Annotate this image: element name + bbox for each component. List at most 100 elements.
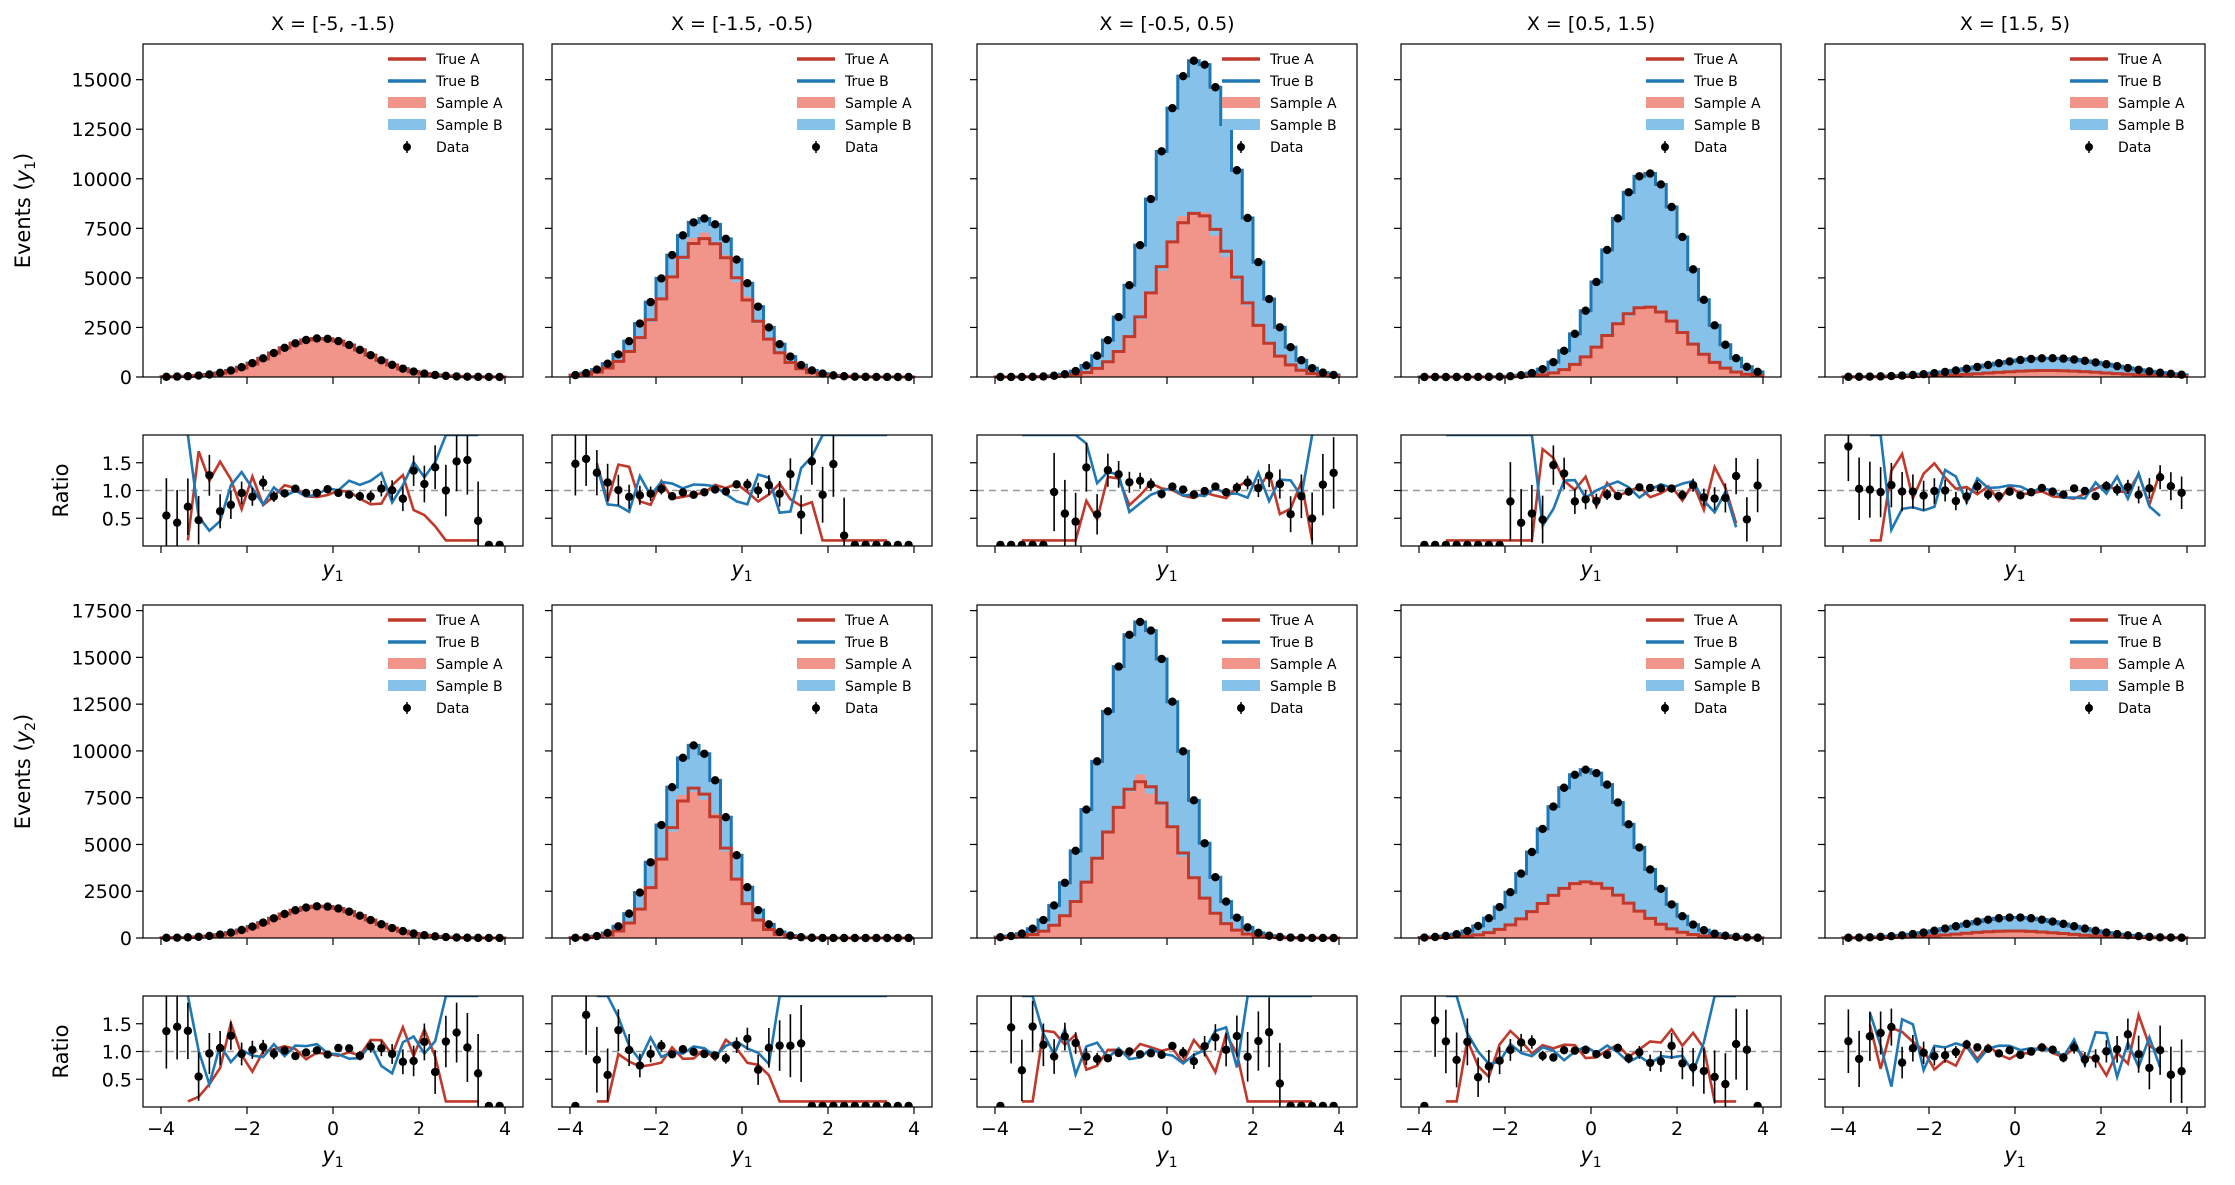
ratio-data-point [248, 492, 257, 501]
ratio-panel-r2-c3: −4 −2 0 2 4 y1 [970, 995, 1358, 1171]
data-point [1983, 915, 1993, 924]
legend-label: Data [1694, 140, 1727, 156]
ratio-data-point [1114, 470, 1123, 479]
ratio-data-point [1559, 1045, 1569, 1055]
data-point [2112, 361, 2122, 371]
data-point [1221, 897, 1231, 906]
xlabel: y1 [730, 1143, 752, 1171]
data-point [1114, 312, 1123, 322]
ratio-data-point [366, 1042, 375, 1051]
ratio-data-point [1951, 496, 1961, 506]
ratio-data-point [1200, 1041, 1209, 1051]
ratio-data-point [334, 1043, 343, 1053]
ratio-data-point [258, 478, 268, 487]
data-point [2005, 357, 2014, 366]
ratio-ylabel-row-1: Ratio [49, 464, 73, 518]
ratio-xtick-label: 4 [2181, 1118, 2193, 1140]
ratio-data-point [996, 1101, 1005, 1107]
ratio-data-point [1420, 1101, 1429, 1107]
ratio-data-point [1538, 1051, 1547, 1060]
data-point [387, 360, 397, 370]
data-point [258, 918, 268, 927]
data-point [301, 903, 311, 912]
ratio-data-point [1940, 486, 1950, 495]
ratio-data-point [721, 487, 731, 496]
ratio-data-point [1559, 469, 1569, 478]
ratio-data-point [473, 1069, 483, 1078]
ratio-ytick-label: 1.0 [102, 481, 132, 503]
data-point [377, 356, 386, 365]
ratio-data-point [1538, 515, 1547, 524]
ratio-xtick-label: 2 [822, 1118, 834, 1140]
ratio-data-point [872, 1101, 881, 1107]
sample-a-fill [995, 212, 1339, 377]
data-point [1667, 900, 1676, 909]
ratio-data-point [818, 490, 827, 499]
data-point [1678, 912, 1687, 921]
legend-label: Data [1694, 701, 1727, 717]
ratio-data-point [850, 540, 860, 546]
ratio-data-point [430, 463, 440, 472]
data-point [2091, 358, 2100, 367]
ratio-data-point [2145, 1063, 2154, 1073]
ratio-data-point [732, 1040, 741, 1050]
ratio-data-point [205, 1049, 214, 1058]
ratio-data-point [2112, 1045, 2122, 1054]
ratio-data-point [753, 1065, 763, 1074]
data-point [1463, 926, 1472, 936]
data-point [1189, 796, 1199, 805]
ratio-data-point [807, 457, 817, 466]
data-point [1516, 869, 1526, 878]
data-point [269, 914, 279, 923]
data-point [667, 250, 677, 260]
legend-label: Sample B [1270, 118, 1337, 134]
ratio-data-point [2091, 491, 2100, 501]
ratio-data-point [1017, 1066, 1027, 1075]
data-point [1103, 335, 1113, 345]
ratio-data-point [1189, 490, 1199, 499]
panel-r1-c3: X = [-0.5, 0.5) True A True B Sample A Sampl… [970, 13, 1358, 384]
ratio-data-point [1092, 1054, 1102, 1064]
data-point [1940, 924, 1950, 933]
ytick-label: 7500 [84, 788, 132, 810]
ratio-line-b [596, 996, 888, 1067]
data-point [205, 931, 214, 941]
data-point [1516, 371, 1526, 380]
data-point [1168, 103, 1177, 113]
sample-b-fill [995, 621, 1339, 938]
ratio-data-point [1028, 1022, 1037, 1031]
ratio-data-point [1645, 483, 1655, 493]
data-point [1908, 370, 1918, 380]
data-point [829, 371, 838, 380]
data-point [2091, 926, 2100, 935]
ratio-data-point [850, 1101, 860, 1107]
data-point [743, 883, 752, 892]
data-point [1581, 306, 1590, 315]
xlabel: y1 [1579, 557, 1601, 585]
data-point [635, 319, 645, 328]
data-point [1973, 917, 1982, 926]
ratio-xtick-label: 2 [1247, 1118, 1259, 1140]
ratio-data-point [1495, 1056, 1504, 1065]
ratio-data-point [1710, 494, 1719, 503]
ratio-data-point [1983, 1044, 1993, 1053]
ratio-data-point [764, 1043, 774, 1053]
ratio-data-point [1742, 1045, 1752, 1054]
ratio-data-point [1570, 1046, 1580, 1055]
ratio-plot-area [143, 996, 523, 1107]
legend-label: Sample A [1694, 96, 1761, 112]
ratio-data-point [334, 488, 343, 498]
data-point [441, 371, 451, 381]
data-point [2069, 922, 2079, 931]
legend-label: True B [2117, 635, 2162, 651]
legend-label: Data [436, 140, 469, 156]
data-point [1613, 798, 1623, 807]
true-a-line [159, 336, 507, 379]
data-point [344, 340, 354, 350]
ratio-data-point [2069, 484, 2079, 493]
data-point [2102, 360, 2111, 369]
ratio-plot-area [977, 435, 1357, 546]
ratio-line-b [1021, 996, 1313, 1079]
ratio-data-point [1753, 481, 1762, 490]
ytick-label: 0 [120, 928, 132, 950]
